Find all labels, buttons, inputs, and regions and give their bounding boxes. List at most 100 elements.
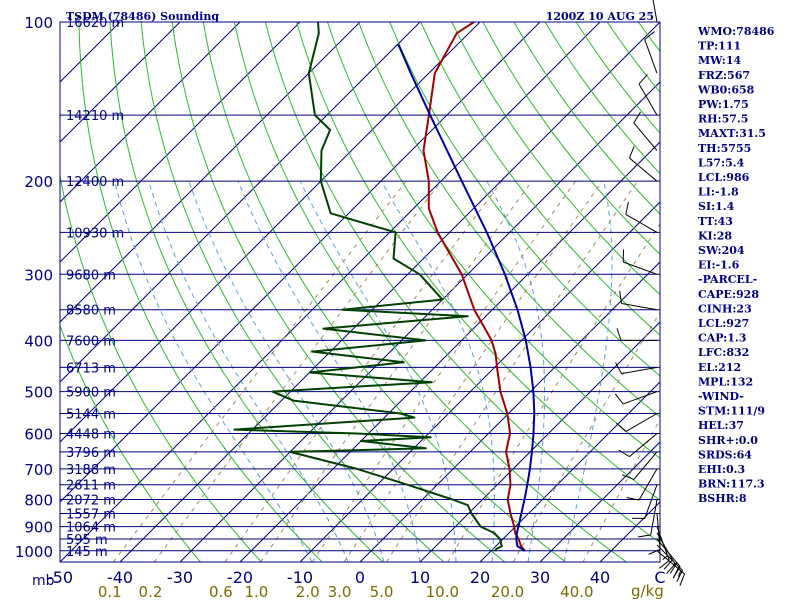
wind-barb [633,111,658,151]
isotherm-line [60,22,361,323]
index-entry: SI:1.4 [698,200,735,213]
wind-barb [632,484,658,520]
wind-barb-staff [633,451,658,480]
wind-barb-flag [648,548,661,555]
wind-barb [626,468,658,501]
wind-barb-flag [621,474,635,480]
height-label: 5900 m [66,386,116,401]
height-label: 2611 m [66,479,116,494]
wind-barb-flag [626,497,640,501]
wind-barb-flag [644,31,655,40]
temperature-tick-label: 40 [590,568,610,587]
plot-frame [59,21,661,563]
height-label: 6713 m [66,361,116,376]
index-entry: TP:111 [698,40,741,53]
dry-adiabat-line [482,22,660,255]
wind-barb-flag [679,573,686,586]
wind-barb-staff [625,413,658,432]
height-label: 5144 m [66,408,116,423]
wind-barb [619,290,658,311]
wind-barb-flag [676,570,683,582]
isotherm-line [239,141,660,562]
index-entry: WMO:78486 [697,25,775,38]
height-label: 10930 m [66,226,124,241]
dry-adiabat-line [389,22,660,377]
temperature-tick-label: -50 [47,568,73,587]
wind-barb [622,249,658,275]
wind-barb [621,451,658,480]
wind-barb-flag [618,449,630,458]
wind-barb-flag [628,146,635,159]
index-entry: MAXT:31.5 [698,127,766,140]
wind-barb-staff [621,366,658,375]
index-entry: LCL:927 [698,317,749,330]
mixing-ratio-line [582,418,660,562]
isotherm-line [359,261,660,562]
wind-barb-flag [615,362,622,374]
index-entry: EL:212 [698,361,741,374]
height-label: 7600 m [66,334,116,349]
wind-barb [656,532,676,574]
pressure-tick-label: 300 [24,266,53,284]
height-label: 1064 m [66,521,116,536]
wind-barb-staff [623,391,658,405]
wind-barb-flag [616,328,622,341]
wind-barb [652,0,658,23]
wind-barb-staff [629,433,658,458]
pressure-tick-label: 900 [24,519,53,537]
temperature-tick-label: C [654,568,665,587]
wind-barb-staff [644,484,658,519]
index-entry: CAP:1.3 [698,332,746,345]
temperature-tick-label: 30 [530,568,550,587]
wind-barb-flag [666,563,676,574]
temperature-tick-label: -20 [227,568,253,587]
mixing-ratio-tick-label: 2.0 [296,583,320,600]
index-entry: SRDS:64 [698,448,752,461]
pressure-tick-label: 500 [24,384,53,402]
wind-barb [638,74,658,116]
wind-barb-flag [669,562,678,574]
index-entry: LI:-1.8 [698,186,739,199]
wind-barb-flag [619,290,623,304]
chart-datetime: 1200Z 10 AUG 25 [546,10,654,23]
wind-barb-staff [629,157,658,182]
isotherm-line [60,22,421,383]
moist-adiabat-line [563,181,613,562]
mixing-ratio-line [343,180,603,562]
wind-barb-staff [656,513,661,550]
wind-barb-staff [656,544,683,571]
index-entry: TT:43 [698,215,733,228]
chart-title: TSDM (78486) Sounding [66,10,219,23]
wind-barb-half-flag [677,570,682,577]
wind-barb-flag [638,534,651,538]
index-entry: BSHR:8 [698,492,747,505]
mixing-ratio-line [112,180,407,562]
index-entry: SW:204 [698,244,745,257]
height-label: 4448 m [66,427,116,442]
dry-adiabat-line [171,22,506,562]
temperature-tick-label: 0 [355,568,365,587]
mixing-ratio-tick-label: 3.0 [328,583,352,600]
wind-barb-staff [633,122,658,151]
wind-barb [625,201,658,233]
wind-barb [616,328,657,341]
wind-barb-staff [644,39,658,74]
index-entry: -PARCEL- [698,273,757,286]
moist-adiabat-line [380,180,495,562]
wind-barb-staff [625,213,658,233]
height-label: 9680 m [66,268,116,283]
index-entry: CAPE:928 [698,288,759,301]
pressure-tick-label: 400 [24,332,53,350]
isotherm-line [539,441,660,562]
wind-barb-staff [650,499,658,536]
index-entry: FRZ:567 [698,69,750,82]
isotherm-line [119,22,660,562]
index-entry: LCL:986 [698,171,750,184]
wind-barb [644,31,658,74]
index-entry: -WIND- [698,390,744,403]
index-entry: BRN:117.3 [698,478,765,491]
index-entry: KI:28 [698,229,732,242]
moist-adiabat-line [148,181,349,562]
wind-barb-flag [659,560,670,569]
